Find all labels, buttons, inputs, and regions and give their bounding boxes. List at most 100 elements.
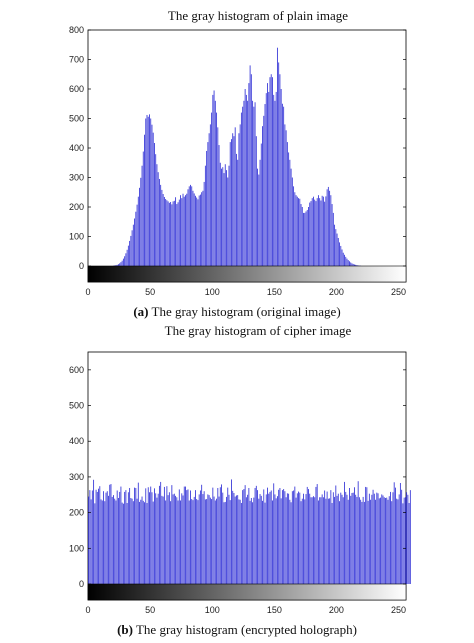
histogram-bar [119,491,121,584]
histogram-bar [120,486,122,584]
histogram-bar [89,490,91,584]
histogram-bar [351,492,353,584]
histogram-bar [90,499,92,584]
histogram-bar [186,490,188,584]
histogram-bar [334,224,336,266]
histogram-bar [180,500,181,584]
histogram-bar [354,264,355,266]
histogram-bar [165,199,167,266]
histogram-bar [188,500,190,584]
histogram-bar [171,204,173,266]
histogram-bar [228,494,230,584]
histogram-bar [166,486,168,584]
histogram-bar [185,486,186,584]
histogram-bar [229,142,231,266]
histogram-bar [325,196,327,266]
histogram-bar [255,485,257,584]
histogram-bar [258,498,260,584]
histogram-bar [255,136,257,266]
histogram-bar [284,491,286,584]
histogram-bar [296,493,298,584]
histogram-bar [160,184,162,267]
histogram-bar [151,492,153,584]
x-tick-label: 250 [391,605,406,615]
histogram-bar [222,492,224,584]
histogram-bar [352,492,354,584]
grayscale-colorbar [87,583,407,601]
histogram-bar [119,263,121,266]
histogram-bar [211,499,213,584]
histogram-bar [177,202,179,266]
histogram-bar [125,490,127,584]
histogram-bar [145,488,147,584]
histogram-bar [402,503,404,584]
histogram-bar [219,487,221,584]
histogram-bar [239,124,241,267]
histogram-bar [137,482,139,584]
histogram-bar [288,493,290,584]
histogram-bar [332,492,334,584]
histogram-bar [239,499,241,584]
x-tick-label: 0 [85,605,90,615]
histogram-bar [209,497,211,584]
histogram-bar [163,196,165,266]
x-tick-label: 250 [391,287,406,297]
y-tick-label: 500 [69,114,84,124]
grayscale-colorbar [87,265,407,283]
histogram-bar [274,100,276,266]
histogram-bar [283,489,285,584]
histogram-bar [335,485,337,584]
histogram-bar [115,265,117,266]
histogram-bar [145,118,147,266]
histogram-bar [306,209,308,266]
histogram-bar [120,262,122,266]
histogram-bar [176,497,178,584]
histogram-bar [349,487,350,584]
histogram-bar [101,500,103,584]
histogram-bar [224,501,226,584]
histogram-bar [166,200,168,266]
y-tick-label: 800 [69,25,84,35]
histogram-bar [88,496,90,584]
histogram-bar [249,65,251,267]
histogram-bar [350,262,352,266]
histogram-bar [140,177,142,266]
histogram-bar [286,493,288,584]
histogram-bar [283,106,285,266]
histogram-bar [127,245,129,266]
histogram-bar [127,492,129,584]
histogram-bar [264,104,266,266]
histogram-bar [124,256,126,266]
y-tick-label: 600 [69,84,84,94]
histogram-bar [375,499,377,584]
histogram-bar [147,116,149,266]
histogram-bar [341,249,343,266]
histogram-bar [346,494,348,584]
histogram-bar [201,192,203,266]
histogram-bar [387,499,389,584]
histogram-bar [344,481,345,584]
y-tick-label: 100 [69,232,84,242]
histogram-bar [122,503,124,584]
histogram-bar [168,492,170,584]
histogram-bar [141,496,143,584]
histogram-bar [137,196,139,266]
figure-caption: (b) The gray histogram (encrypted hologr… [117,622,357,637]
histogram-bar [309,493,311,584]
histogram-bar [320,497,322,584]
histogram-bar [98,488,99,584]
histogram-bar [311,198,313,266]
histogram-bar [149,114,150,267]
histogram-bar [187,189,189,266]
histogram-bar [267,83,268,266]
histogram-bar [398,494,400,584]
histogram-bar [290,168,292,266]
histogram-bar [311,497,313,584]
histogram-bar [171,485,173,584]
histogram-bar [150,486,152,584]
chart-title: The gray histogram of plain image [168,8,348,23]
histogram-bar [223,502,225,584]
histogram-bar [355,494,357,584]
histogram-bar [229,500,231,584]
histogram-bar [272,500,273,584]
